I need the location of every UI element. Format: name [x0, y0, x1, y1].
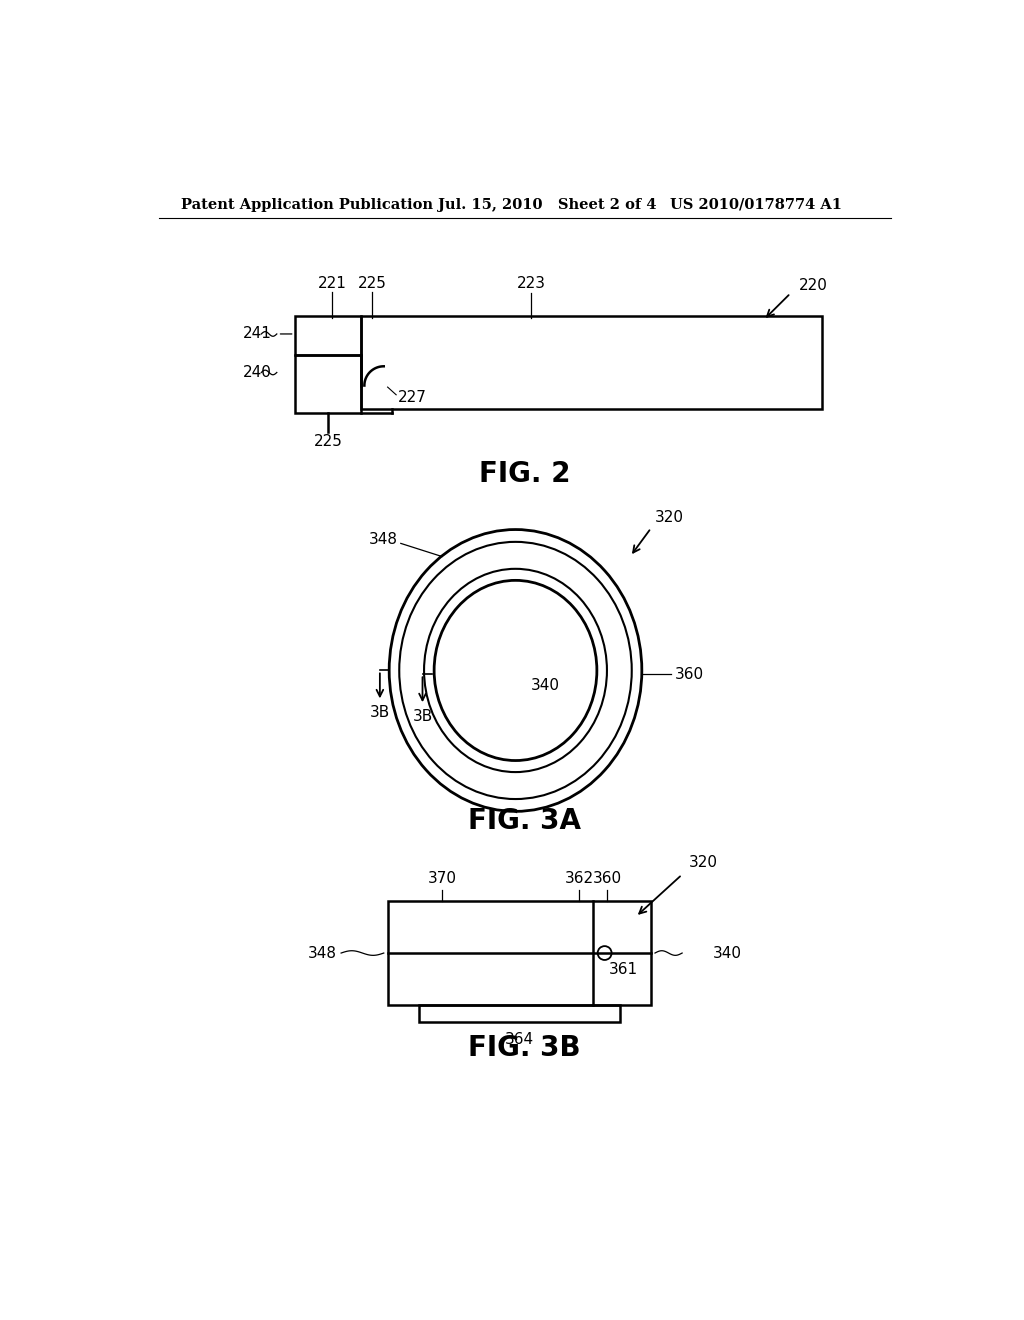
- Bar: [388, 902, 651, 1006]
- Text: 320: 320: [688, 855, 718, 870]
- Text: 348: 348: [308, 945, 337, 961]
- Text: 221: 221: [317, 276, 346, 290]
- Text: 227: 227: [397, 389, 427, 405]
- Text: 364: 364: [505, 1032, 534, 1047]
- Text: 348: 348: [370, 532, 398, 546]
- Text: US 2010/0178774 A1: US 2010/0178774 A1: [671, 198, 843, 211]
- Text: 370: 370: [427, 871, 457, 886]
- Text: FIG. 2: FIG. 2: [479, 461, 570, 488]
- Text: 223: 223: [516, 276, 546, 290]
- Text: 361: 361: [608, 962, 638, 978]
- Text: 225: 225: [313, 434, 342, 449]
- Text: 220: 220: [799, 279, 827, 293]
- Bar: [295, 355, 360, 412]
- Text: FIG. 3B: FIG. 3B: [469, 1034, 581, 1061]
- Text: 360: 360: [593, 871, 622, 886]
- Text: Patent Application Publication: Patent Application Publication: [180, 198, 433, 211]
- Text: 240: 240: [243, 364, 271, 380]
- Text: 340: 340: [531, 678, 560, 693]
- Text: FIG. 3A: FIG. 3A: [468, 807, 582, 834]
- Text: 225: 225: [357, 276, 387, 290]
- Text: 241: 241: [243, 326, 271, 342]
- Circle shape: [598, 946, 611, 960]
- Text: 3B: 3B: [413, 709, 432, 725]
- Text: Jul. 15, 2010   Sheet 2 of 4: Jul. 15, 2010 Sheet 2 of 4: [438, 198, 656, 211]
- Text: 340: 340: [713, 945, 742, 961]
- Text: 360: 360: [675, 667, 703, 682]
- Bar: [419, 1006, 621, 1022]
- Bar: [360, 317, 821, 409]
- Text: 362: 362: [564, 871, 594, 886]
- Text: 3B: 3B: [370, 705, 390, 721]
- Bar: [295, 317, 360, 355]
- Text: 320: 320: [655, 511, 684, 525]
